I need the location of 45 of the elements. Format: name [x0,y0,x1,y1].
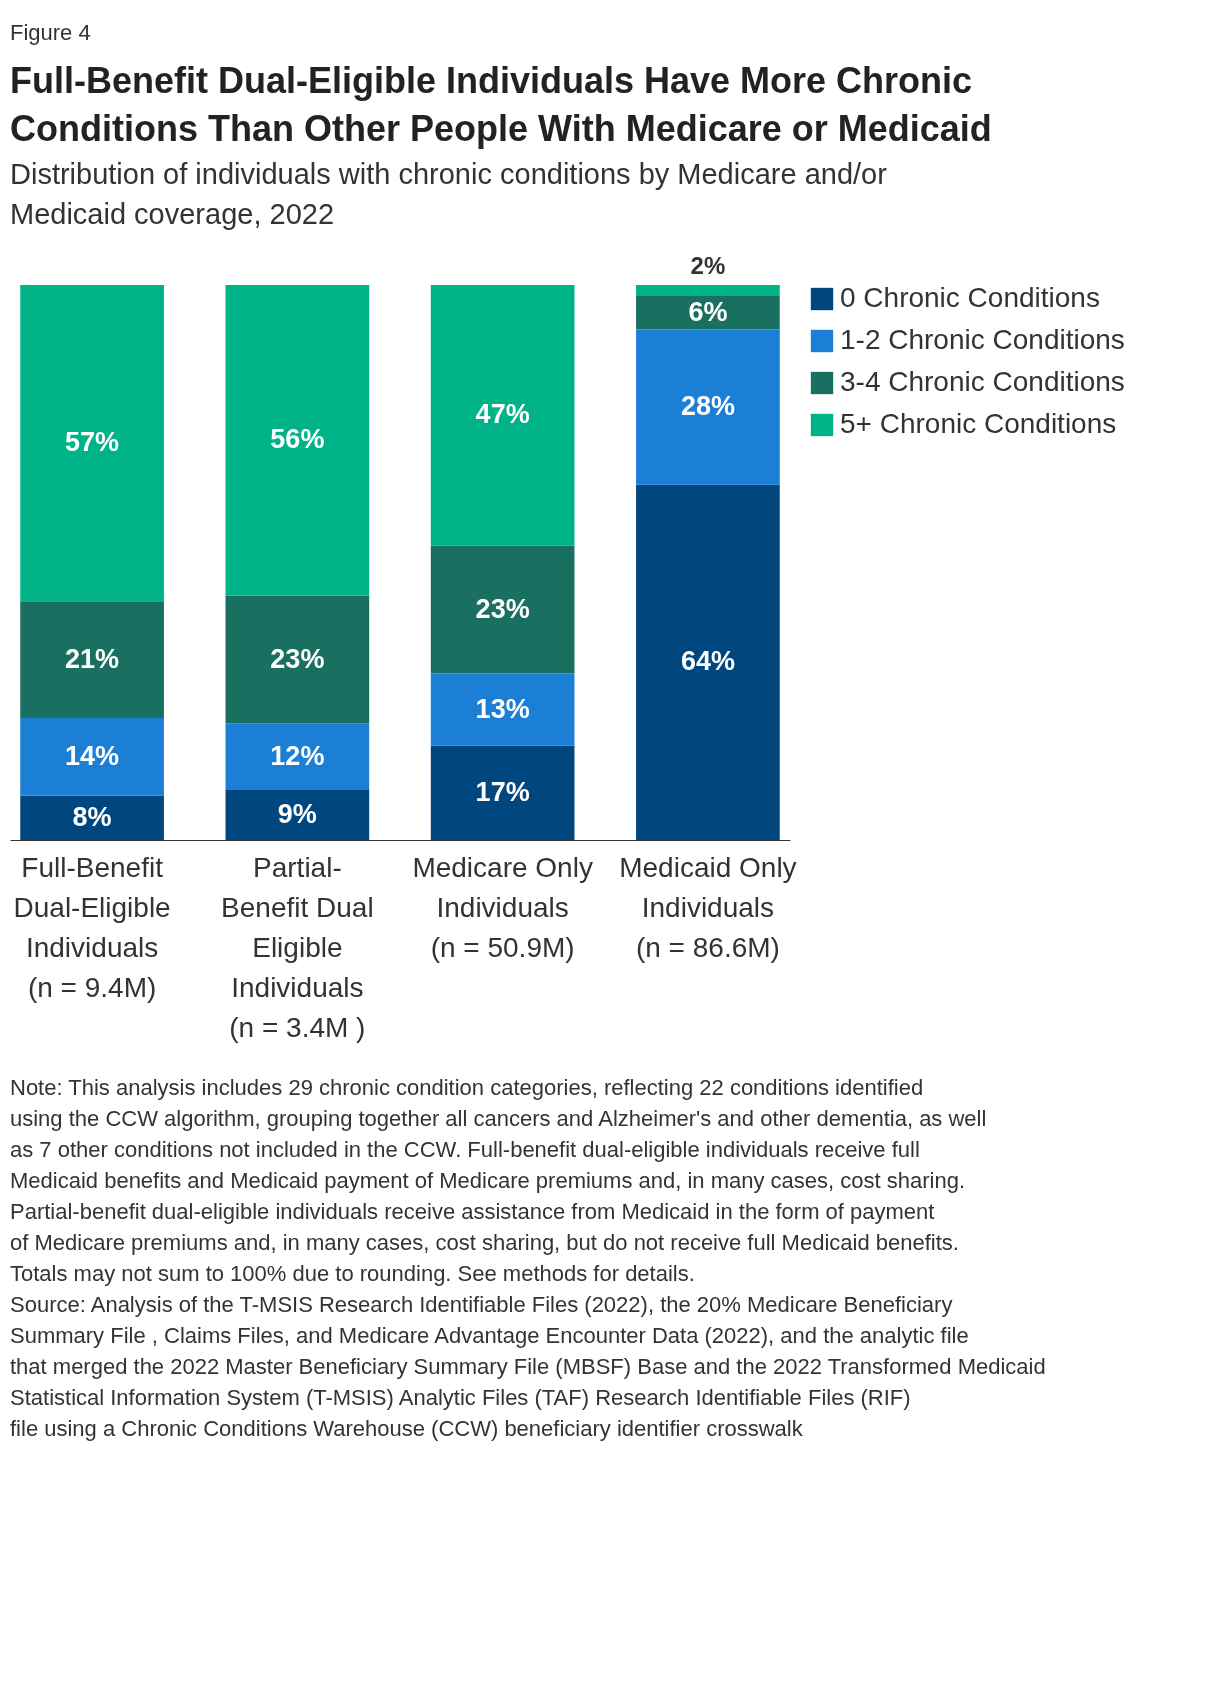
data-label: 8% [72,801,112,832]
text: Note: This analysis includes 29 chronic condition categories, reflecting 22 conditions identified using the CCW algorithm, grouping together all cancers and Alzheimer's and other dementia, as well as 7 other conditions not included in the CCW. Full-benefit dual-eligible individuals receive full Medicaid benefits and Medicaid payment of Medicare premiums and, in many cases, cost sharing. Partial-benefit dual-eligible individuals receive assistance from Medicaid in the form of payment of Medicare premiums and, in many cases, cost sharing, but do not receive full Medicaid benefits. Totals may not sum to 100% due to rounding. See methods for details. [10,1074,987,1286]
bar [225,285,370,596]
data-label: 6% [688,296,728,327]
data-label: 28% [680,391,735,422]
bar [20,285,164,602]
legend-label: 5+ Chronic Conditions [840,408,1117,439]
x-tick-label: Full-Benefit Dual-Eligible Individuals (n = 9.4M) [13,851,171,1003]
caption: Figure 4 [10,20,91,45]
bar [430,285,575,546]
x-tick-label: Medicare Only Individuals (n = 50.9M) [412,851,593,963]
legend-label: 1-2 Chronic Conditions [840,324,1125,355]
data-label: 12% [270,740,325,771]
legend-label: 3-4 Chronic Conditions [840,366,1125,397]
data-label: 9% [277,799,317,830]
data-label: 64% [680,646,735,677]
data-label: 23% [270,643,325,674]
bar [225,790,370,840]
bar [430,545,575,674]
chart-subtitle: Distribution of individuals with chronic conditions by Medicare and/or Medicaid coverage, 2022 [10,158,888,230]
bar [20,717,164,796]
bar [636,285,780,297]
x-tick-label: Partial-Benefit Dual Eligible Individuals (n = 3.4M ) [221,851,374,1043]
bar [430,745,575,840]
data-label: 13% [475,693,530,724]
data-label: 14% [65,740,120,771]
data-label: 21% [65,643,120,674]
bar [636,484,780,840]
bar [636,296,780,330]
chart-title: Full-Benefit Dual-Eligible Individuals Have More Chronic Conditions Than Other People With Medicare or Medicaid [10,60,992,149]
bar [636,329,780,485]
x-tick-label: Medicaid Only Individuals (n = 86.6M) [619,851,797,963]
data-label: 57% [65,427,120,458]
data-label: 56% [270,424,325,455]
bar [20,795,164,840]
data-label: 17% [475,776,530,807]
bar [225,595,370,724]
data-label: 2% [690,252,726,279]
legend-label: 0 Chronic Conditions [840,282,1100,313]
data-label: 23% [475,593,530,624]
data-label: 47% [475,399,530,430]
bar [430,673,575,746]
bar [225,723,370,791]
source-note: Source: Analysis of the T-MSIS Research Identifiable Files (2022), the 20% Medicare Beneficiary Summary File , Claims Files, and Medicare Advantage Encounter Data (2022), and the analytic file that merged the 2022 Master Beneficiary Summary File (MBSF) Base and the 2022 Transformed Medicaid Statistical Information System (T-MSIS) Analytic Files (TAF) Research Identifiable Files (RIF) file using a Chronic Conditions Warehouse (CCW) beneficiary identifier crosswalk [10,1291,1046,1441]
bar [20,601,164,718]
